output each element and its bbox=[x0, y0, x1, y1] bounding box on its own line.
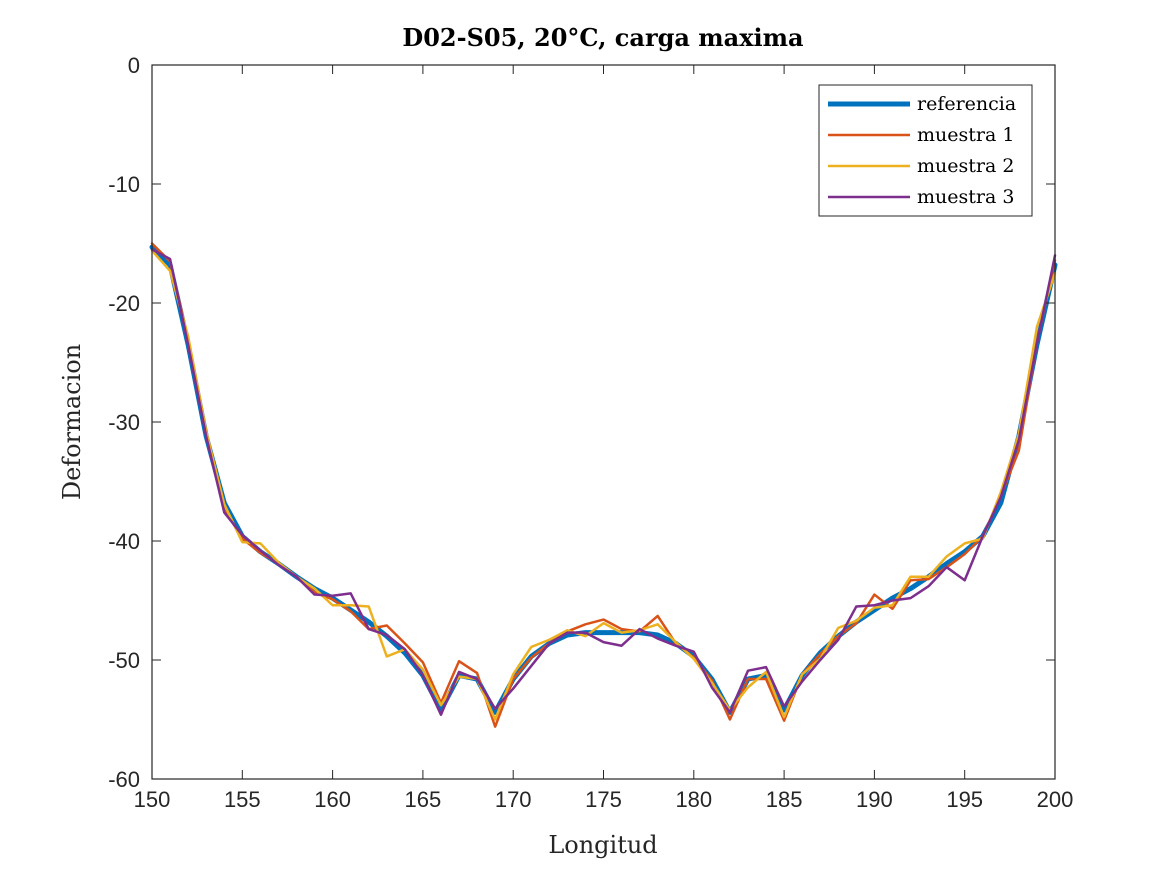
x-axis-label: Longitud bbox=[548, 831, 657, 859]
x-tick-label: 165 bbox=[405, 787, 442, 812]
series-line-4 bbox=[150, 248, 1057, 716]
legend-label-1: referencia bbox=[917, 93, 1016, 115]
legend-label-4: muestra 3 bbox=[917, 186, 1014, 208]
legend-items: referencia muestra 1 muestra 2 muestra 3 bbox=[828, 93, 1016, 208]
series-line-3 bbox=[150, 249, 1057, 721]
y-tick-label: -50 bbox=[108, 648, 140, 673]
x-tick-label: 150 bbox=[134, 787, 171, 812]
x-tick-label: 155 bbox=[224, 787, 261, 812]
x-tick-label: 160 bbox=[314, 787, 351, 812]
legend: referencia muestra 1 muestra 2 muestra 3 bbox=[818, 84, 1033, 217]
x-tick-label: 180 bbox=[675, 787, 712, 812]
y-tick-label: 0 bbox=[128, 53, 140, 78]
y-tick-label: -20 bbox=[108, 291, 140, 316]
y-axis-label: Deformacion bbox=[58, 344, 86, 500]
y-tick-label: -60 bbox=[108, 767, 140, 792]
legend-label-2: muestra 1 bbox=[917, 124, 1014, 146]
x-tick-label: 190 bbox=[856, 787, 893, 812]
x-tick-label: 170 bbox=[495, 787, 532, 812]
x-tick-label: 200 bbox=[1037, 787, 1074, 812]
x-tick-label: 175 bbox=[585, 787, 622, 812]
y-axis-ticks: 0 -10 -20 -30 -40 -50 -60 bbox=[108, 53, 1055, 792]
x-axis-ticks: 150 155 160 165 170 175 180 185 190 195 200 bbox=[134, 65, 1074, 812]
series-layer bbox=[149, 242, 1058, 728]
x-tick-label: 185 bbox=[766, 787, 803, 812]
legend-label-3: muestra 2 bbox=[917, 155, 1014, 177]
x-tick-label: 195 bbox=[946, 787, 983, 812]
y-tick-label: -40 bbox=[108, 529, 140, 554]
y-tick-label: -30 bbox=[108, 410, 140, 435]
y-tick-label: -10 bbox=[108, 172, 140, 197]
chart-title: D02-S05, 20°C, carga maxima bbox=[402, 23, 803, 52]
legend-box bbox=[818, 84, 1033, 217]
